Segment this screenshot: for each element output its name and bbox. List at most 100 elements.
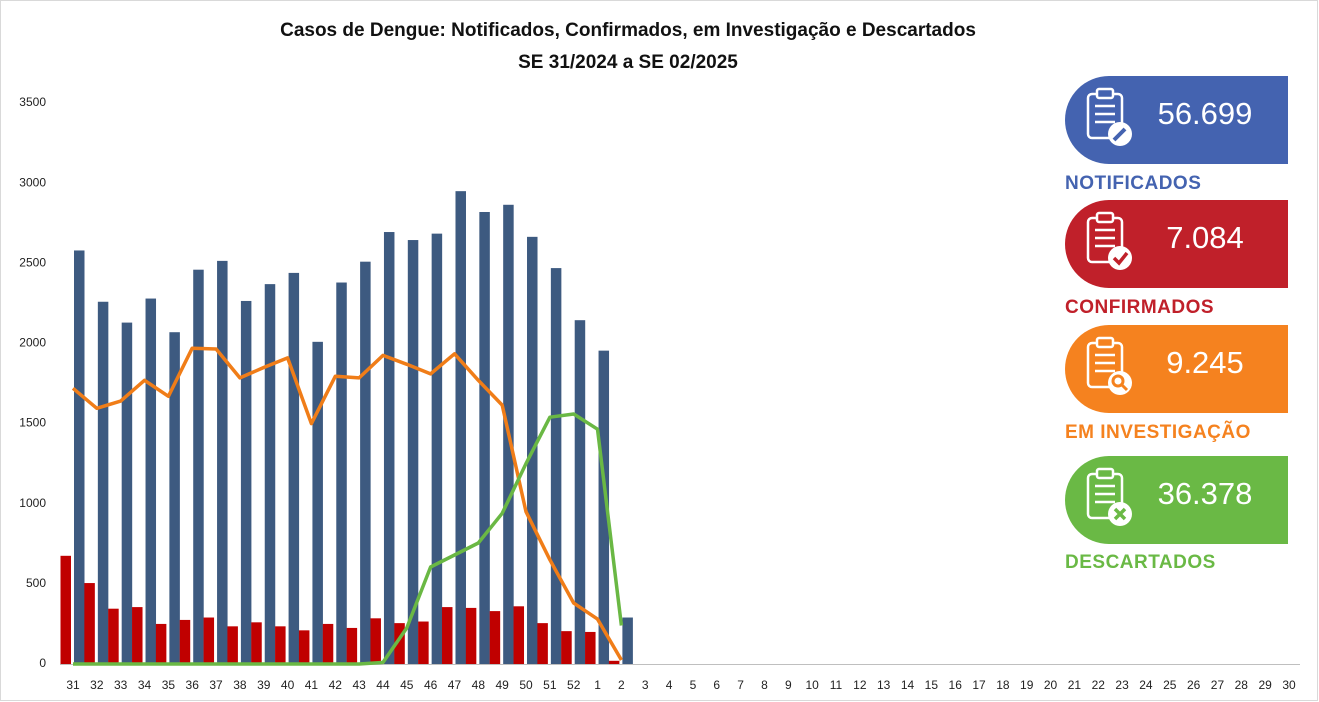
bar bbox=[346, 627, 358, 664]
x-tick-label: 33 bbox=[114, 678, 128, 692]
x-tick-label: 12 bbox=[853, 678, 867, 692]
bar bbox=[132, 607, 143, 664]
x-tick-label: 19 bbox=[1020, 678, 1034, 692]
x-tick-label: 46 bbox=[424, 678, 438, 692]
bar bbox=[407, 240, 419, 664]
bar bbox=[561, 631, 572, 664]
bar bbox=[598, 350, 610, 664]
x-tick-label: 13 bbox=[877, 678, 891, 692]
x-tick-label: 36 bbox=[186, 678, 200, 692]
badge-symbol bbox=[1112, 251, 1129, 266]
bar bbox=[288, 272, 300, 664]
bar bbox=[74, 250, 85, 664]
bar bbox=[537, 623, 548, 664]
bar bbox=[455, 191, 466, 664]
x-tick-label: 2 bbox=[618, 678, 625, 692]
bar bbox=[394, 623, 405, 664]
clipboard-clip bbox=[1095, 336, 1115, 349]
x-tick-label: 50 bbox=[519, 678, 533, 692]
y-tick-label: 0 bbox=[39, 656, 46, 670]
clipboard-clip bbox=[1095, 211, 1115, 224]
bar bbox=[227, 626, 238, 664]
bar bbox=[264, 284, 276, 664]
bar bbox=[203, 617, 215, 664]
summary-panel: 9.245 EM INVESTIGAÇÃO bbox=[1065, 325, 1288, 443]
x-tick-label: 14 bbox=[901, 678, 915, 692]
x-tick-label: 8 bbox=[761, 678, 768, 692]
x-tick-label: 25 bbox=[1163, 678, 1177, 692]
bar bbox=[360, 261, 371, 664]
bar bbox=[441, 607, 453, 664]
x-tick-label: 4 bbox=[666, 678, 673, 692]
bar bbox=[145, 298, 157, 664]
x-tick-label: 38 bbox=[233, 678, 247, 692]
x-tick-label: 37 bbox=[209, 678, 223, 692]
x-tick-label: 41 bbox=[305, 678, 319, 692]
bar bbox=[298, 630, 310, 664]
y-tick-label: 1500 bbox=[19, 416, 46, 430]
x-tick-label: 29 bbox=[1258, 678, 1272, 692]
x-tick-label: 23 bbox=[1115, 678, 1129, 692]
x-tick-label: 16 bbox=[949, 678, 963, 692]
bar bbox=[383, 232, 395, 664]
line bbox=[71, 346, 623, 661]
badge-symbol bbox=[1111, 374, 1125, 388]
bar bbox=[479, 211, 490, 664]
x-tick-label: 1 bbox=[594, 678, 601, 692]
bar bbox=[322, 623, 334, 664]
bar bbox=[489, 611, 501, 664]
x-tick-label: 44 bbox=[376, 678, 390, 692]
x-tick-label: 40 bbox=[281, 678, 295, 692]
bar bbox=[179, 619, 191, 664]
panel-total: 9.245 bbox=[1166, 345, 1244, 380]
bar bbox=[608, 660, 620, 664]
bar bbox=[217, 260, 228, 664]
y-tick-label: 1000 bbox=[19, 496, 46, 510]
bar bbox=[431, 233, 443, 664]
x-tick-label: 7 bbox=[737, 678, 744, 692]
bar bbox=[550, 268, 562, 664]
x-tick-label: 20 bbox=[1044, 678, 1058, 692]
y-tick-label: 2500 bbox=[19, 255, 46, 269]
chart-subtitle: SE 31/2024 a SE 02/2025 bbox=[518, 52, 738, 73]
panel-label: EM INVESTIGAÇÃO bbox=[1065, 421, 1251, 443]
y-tick-label: 3500 bbox=[19, 95, 46, 109]
bar bbox=[585, 631, 596, 664]
x-tick-label: 31 bbox=[66, 678, 80, 692]
x-tick-label: 34 bbox=[138, 678, 152, 692]
panel-total: 7.084 bbox=[1166, 220, 1244, 255]
x-tick-label: 32 bbox=[90, 678, 104, 692]
bar bbox=[60, 555, 71, 664]
panel-label: DESCARTADOS bbox=[1065, 552, 1216, 573]
y-tick-label: 2000 bbox=[19, 336, 46, 350]
bar bbox=[513, 606, 525, 664]
summary-panel: 56.699 NOTIFICADOS bbox=[1065, 76, 1288, 194]
x-tick-label: 3 bbox=[642, 678, 649, 692]
panel-total: 36.378 bbox=[1158, 476, 1253, 511]
bar bbox=[465, 607, 477, 664]
y-tick-label: 500 bbox=[26, 576, 46, 590]
bar bbox=[121, 322, 133, 664]
x-tick-label: 22 bbox=[1092, 678, 1106, 692]
panel-label: NOTIFICADOS bbox=[1065, 173, 1201, 194]
x-tick-label: 45 bbox=[400, 678, 414, 692]
x-tick-label: 39 bbox=[257, 678, 271, 692]
x-tick-label: 5 bbox=[690, 678, 697, 692]
x-tick-label: 17 bbox=[972, 678, 986, 692]
x-tick-label: 35 bbox=[162, 678, 176, 692]
x-tick-label: 11 bbox=[830, 678, 843, 692]
x-tick-label: 42 bbox=[329, 678, 343, 692]
clipboard-clip bbox=[1095, 87, 1115, 100]
x-tick-label: 6 bbox=[713, 678, 720, 692]
x-tick-label: 47 bbox=[448, 678, 462, 692]
x-tick-label: 52 bbox=[567, 678, 581, 692]
bar bbox=[251, 622, 262, 664]
badge-symbol bbox=[1113, 507, 1127, 521]
x-tick-label: 9 bbox=[785, 678, 792, 692]
bar bbox=[97, 301, 109, 664]
bar bbox=[418, 621, 429, 664]
x-tick-label: 24 bbox=[1139, 678, 1153, 692]
clipboard-clip bbox=[1095, 467, 1115, 480]
badge-symbol bbox=[1112, 127, 1127, 142]
